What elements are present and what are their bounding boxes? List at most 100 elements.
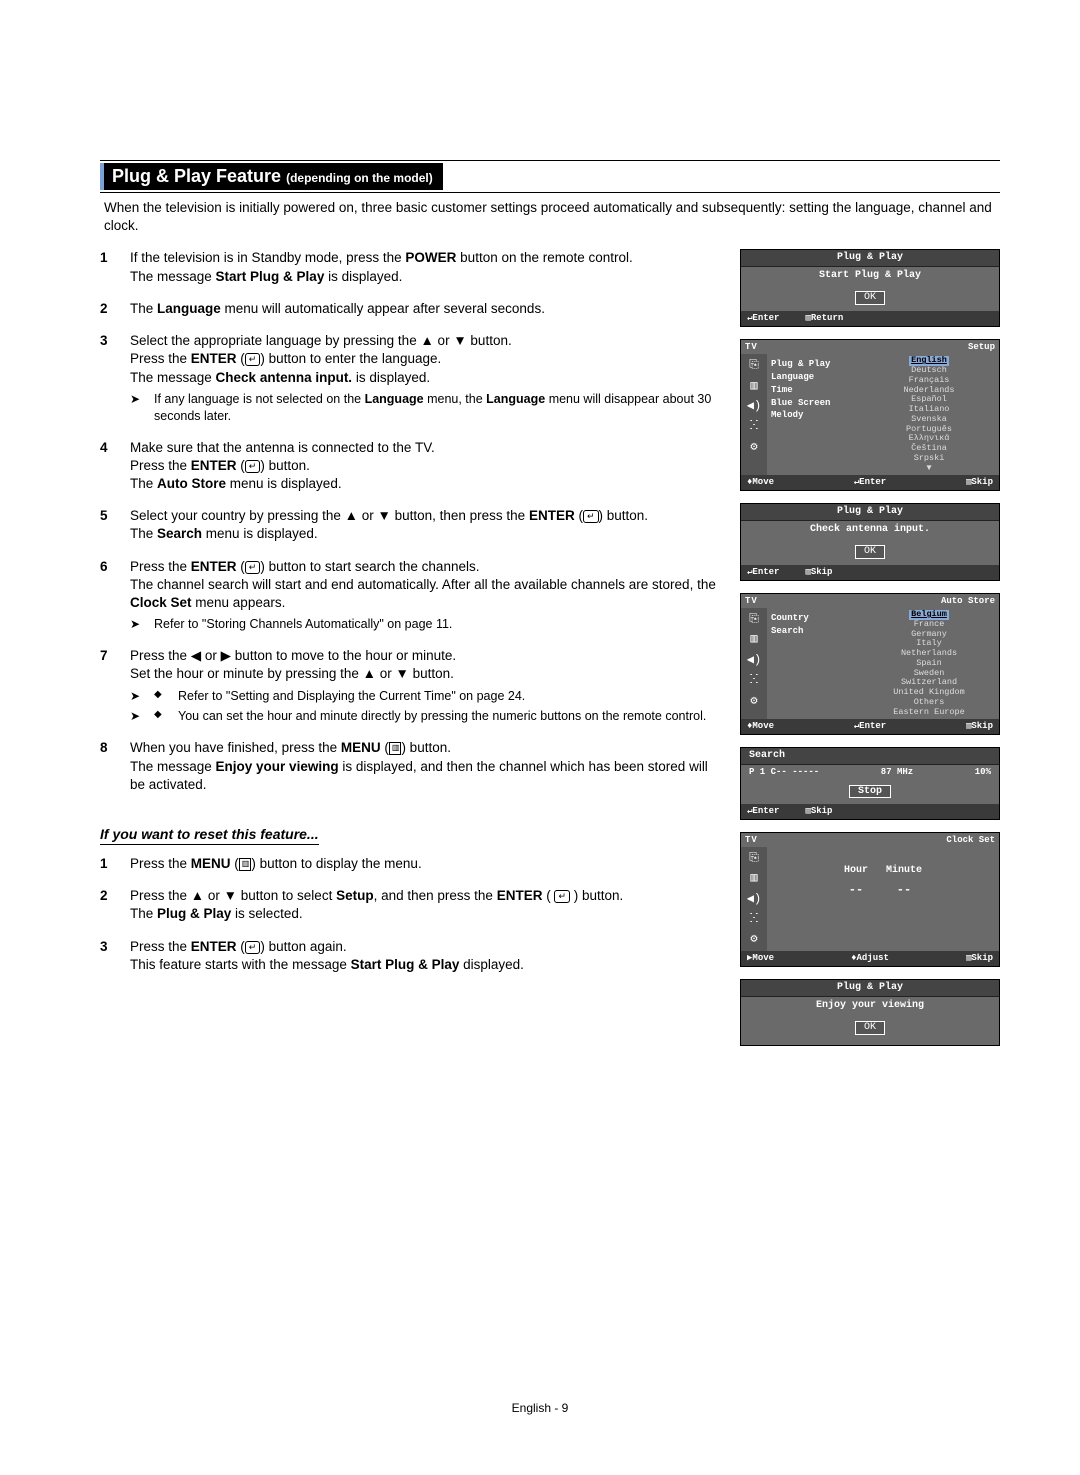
footer-move: ♦Move (747, 477, 774, 488)
footer-skip: ▥Skip (805, 567, 832, 578)
picture-icon: ▥ (750, 871, 757, 885)
step-number: 1 (100, 855, 130, 873)
step-body: Press the MENU (▥) button to display the… (130, 855, 722, 873)
channel-icon: ⵘ (750, 419, 759, 433)
step-item: 3Select the appropriate language by pres… (100, 332, 722, 424)
osd-ok: OK (741, 545, 999, 559)
osd-menu-item: Search (771, 625, 857, 638)
step-item: 5Select your country by pressing the ▲ o… (100, 507, 722, 543)
instructions-column: 1 If the television is in Standby mode, p… (100, 249, 722, 1057)
intro-text: When the television is initially powered… (104, 199, 1000, 235)
step-note: If any language is not selected on the L… (130, 391, 722, 425)
ok-button: OK (855, 545, 885, 559)
input-icon: ⎘ (749, 851, 759, 865)
tv-label: TV (745, 342, 758, 353)
hour-value: -- (844, 883, 868, 897)
tv-label: TV (745, 835, 758, 846)
footer-enter: ↵Enter (747, 567, 779, 578)
footer-move: ▶Move (747, 953, 774, 964)
step-number: 2 (100, 887, 130, 923)
step-number: 3 (100, 938, 130, 974)
step-note: You can set the hour and minute directly… (130, 708, 722, 725)
osd-language-item: ▼ (859, 464, 999, 474)
footer-skip: ▥Skip (805, 806, 832, 817)
clock-minute: Minute -- (886, 865, 922, 897)
osd-footer: ♦Move ↵Enter ▥Skip (741, 719, 999, 734)
osd-footer: ♦Move ↵Enter ▥Skip (741, 475, 999, 490)
osd-footer: ↵Enter ▥Skip (741, 565, 999, 580)
footer-skip: ▥Skip (966, 721, 993, 732)
step-note: Refer to "Setting and Displaying the Cur… (130, 688, 722, 705)
footer-return: ▥Return (805, 313, 843, 324)
step-body: Select the appropriate language by press… (130, 332, 722, 424)
section-title-bar: Plug & Play Feature (depending on the mo… (100, 160, 1000, 193)
ok-button: OK (855, 291, 885, 305)
osd-stop: Stop (741, 786, 999, 798)
step-body: The Language menu will automatically app… (130, 300, 722, 318)
footer-adjust: ♦Adjust (851, 953, 889, 964)
osd-clock-set: TV Clock Set ⎘ ▥ ◀) ⵘ ⚙ Hour - (740, 832, 1000, 967)
osd-subheader: Enjoy your viewing (741, 997, 999, 1015)
minute-value: -- (886, 883, 922, 897)
osd-header: Plug & Play (741, 980, 999, 997)
footer-enter: ↵Enter (747, 313, 779, 324)
channel-icon: ⵘ (750, 673, 759, 687)
osd-menu-item: Melody (771, 409, 857, 422)
picture-icon: ▥ (750, 632, 757, 646)
step-body: Press the ▲ or ▼ button to select Setup,… (130, 887, 722, 923)
setup-icon: ⚙ (750, 440, 757, 454)
step-body: Press the ◀ or ▶ button to move to the h… (130, 647, 722, 725)
osd-footer: ↵Enter ▥Skip (741, 804, 999, 819)
minute-label: Minute (886, 865, 922, 877)
osd-setup-language: TV Setup ⎘ ▥ ◀) ⵘ ⚙ Plug & PlayLanguageT… (740, 339, 1000, 491)
input-icon: ⎘ (749, 612, 759, 626)
osd-menu-items: CountrySearch (767, 608, 859, 719)
step-body: Press the ENTER (↵) button again.This fe… (130, 938, 722, 974)
step-note: Refer to "Storing Channels Automatically… (130, 616, 722, 633)
osd-language-list: EnglishDeutschFrançaisNederlandsEspañolI… (859, 354, 999, 475)
setup-icon: ⚙ (750, 694, 757, 708)
tv-label: TV (745, 596, 758, 607)
step-number: 7 (100, 647, 130, 725)
osd-menu-item: Time (771, 384, 857, 397)
search-percent: 10% (975, 767, 991, 778)
picture-icon: ▥ (750, 379, 757, 393)
footer-enter: ↵Enter (747, 806, 779, 817)
osd-menu-item: Blue Screen (771, 397, 857, 410)
step-item: 3Press the ENTER (↵) button again.This f… (100, 938, 722, 974)
mode-label: Clock Set (946, 835, 995, 846)
ok-button: OK (855, 1021, 885, 1035)
search-channel: P 1 C-- ----- (749, 767, 819, 778)
page-footer: English - 9 (0, 1401, 1080, 1415)
stop-button: Stop (849, 785, 891, 798)
osd-menu-item: Language (771, 371, 857, 384)
step-number: 8 (100, 739, 130, 794)
osd-start-plug-play: Plug & Play Start Plug & Play OK ↵Enter … (740, 249, 1000, 327)
step-item: 6Press the ENTER (↵) button to start sea… (100, 558, 722, 634)
channel-icon: ⵘ (750, 912, 759, 926)
step-item: 1Press the MENU (▥) button to display th… (100, 855, 722, 873)
step-body: When you have finished, press the MENU (… (130, 739, 722, 794)
step-item: 4Make sure that the antenna is connected… (100, 439, 722, 494)
step-number: 2 (100, 300, 130, 318)
osd-subheader: Check antenna input. (741, 521, 999, 539)
sound-icon: ◀) (747, 399, 761, 413)
osd-country-list: BelgiumFranceGermanyItalyNetherlandsSpai… (859, 608, 999, 719)
step-item: 1If the television is in Standby mode, p… (100, 249, 722, 285)
osd-footer: ▶Move ♦Adjust ▥Skip (741, 951, 999, 966)
osd-header: Plug & Play (741, 504, 999, 521)
osd-header: Search (741, 748, 999, 765)
sound-icon: ◀) (747, 892, 761, 906)
step-number: 5 (100, 507, 130, 543)
footer-move: ♦Move (747, 721, 774, 732)
osd-footer: ↵Enter ▥Return (741, 311, 999, 326)
step-number: 3 (100, 332, 130, 424)
step-item: 7Press the ◀ or ▶ button to move to the … (100, 647, 722, 725)
osd-search: Search P 1 C-- ----- 87 MHz 10% Stop ↵En… (740, 747, 1000, 820)
step-body: If the television is in Standby mode, pr… (130, 249, 722, 285)
osd-header: Plug & Play (741, 250, 999, 267)
osd-subheader: Start Plug & Play (741, 267, 999, 285)
footer-skip: ▥Skip (966, 953, 993, 964)
osd-check-antenna: Plug & Play Check antenna input. OK ↵Ent… (740, 503, 1000, 581)
osd-ok: OK (741, 1021, 999, 1035)
